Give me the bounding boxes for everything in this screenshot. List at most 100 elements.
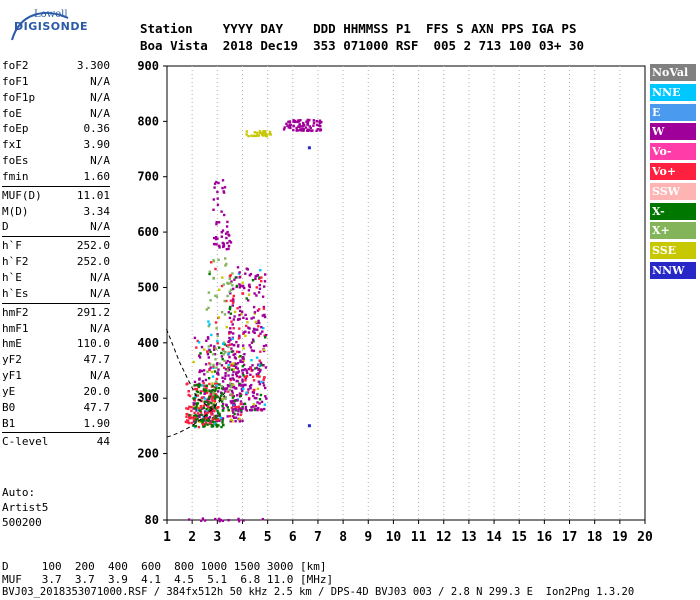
echo-point <box>250 341 254 344</box>
echo-point <box>215 377 219 381</box>
echo-point <box>240 410 243 414</box>
echo-point <box>219 416 222 419</box>
echo-point <box>261 131 265 135</box>
echo-point <box>215 425 219 428</box>
echo-point <box>260 276 263 279</box>
echo-point <box>216 342 219 345</box>
echo-point <box>196 402 200 405</box>
echo-point <box>199 390 202 393</box>
echo-point <box>246 268 249 271</box>
echo-point <box>199 406 203 409</box>
echo-point <box>241 389 244 393</box>
echo-point <box>315 119 318 123</box>
echo-point <box>224 395 227 399</box>
echo-point <box>229 299 233 302</box>
echo-point <box>224 264 227 267</box>
echo-point <box>214 421 217 424</box>
echo-point <box>257 368 260 371</box>
echo-point <box>264 130 267 133</box>
virtual-height-trace <box>166 395 226 438</box>
echo-point <box>256 387 260 390</box>
echo-point <box>236 380 239 383</box>
param-value: 47.7 <box>83 400 111 414</box>
echo-point <box>185 407 188 410</box>
echo-point <box>222 423 225 427</box>
echo-point <box>212 260 216 263</box>
echo-point <box>220 397 223 400</box>
echo-point <box>261 314 264 317</box>
param-separator <box>2 432 110 434</box>
echo-point <box>220 210 223 213</box>
echo-point <box>241 372 244 375</box>
echo-point <box>207 356 210 359</box>
echo-point <box>260 408 263 411</box>
echo-point <box>262 305 266 309</box>
echo-point <box>219 518 222 522</box>
echo-point <box>199 352 202 355</box>
echo-point <box>223 359 226 363</box>
echo-point <box>215 384 218 387</box>
echo-point <box>297 125 300 128</box>
echo-point <box>209 420 212 423</box>
echo-point <box>237 318 240 321</box>
echo-point <box>202 423 205 426</box>
echo-point <box>241 369 244 372</box>
echo-point <box>205 414 208 417</box>
legend-item-e: E <box>650 103 696 121</box>
echo-point <box>228 330 231 334</box>
param-value: 3.90 <box>83 138 111 152</box>
param-value: N/A <box>90 270 110 284</box>
echo-point <box>207 397 210 400</box>
echo-point <box>205 416 208 420</box>
param-name: yF1 <box>2 369 22 383</box>
echo-point <box>187 421 191 425</box>
echo-point <box>252 403 255 406</box>
echo-point <box>220 235 223 238</box>
echo-point <box>201 384 204 387</box>
echo-point <box>201 380 205 383</box>
param-name: hmF1 <box>2 321 29 335</box>
echo-point <box>238 313 241 317</box>
x-tick-label: 10 <box>386 530 402 545</box>
echo-point <box>212 365 215 368</box>
echo-point <box>231 301 235 304</box>
y-tick-label: 800 <box>137 114 159 128</box>
echo-point <box>248 396 251 400</box>
echo-point <box>215 366 218 369</box>
echo-point <box>204 421 208 424</box>
echo-point <box>292 119 295 122</box>
auto-artist: Artist5 <box>2 501 49 514</box>
echo-point <box>207 419 210 423</box>
echo-point <box>230 393 233 396</box>
echo-point <box>215 221 218 224</box>
echo-point <box>195 389 199 393</box>
echo-point <box>247 299 250 302</box>
echo-point <box>229 241 233 244</box>
echo-point <box>214 380 218 383</box>
echo-point <box>197 425 201 429</box>
param-name: h`E <box>2 270 22 284</box>
param-row: yE 20.0 <box>2 384 110 400</box>
echo-point <box>257 325 260 328</box>
echo-point <box>221 402 225 406</box>
echo-point <box>229 420 232 423</box>
auto-code: 500200 <box>2 516 42 529</box>
echo-point <box>232 343 236 347</box>
echo-point <box>192 414 196 418</box>
echo-point <box>197 341 201 344</box>
echo-point <box>255 397 258 400</box>
echo-point <box>212 403 216 407</box>
echo-point <box>252 388 255 392</box>
echo-point <box>205 339 208 342</box>
echo-point <box>239 375 242 378</box>
echo-point <box>208 270 211 273</box>
echo-point <box>245 297 248 300</box>
echo-point <box>231 284 234 287</box>
echo-point <box>264 134 268 137</box>
echo-point <box>264 344 268 347</box>
echo-point <box>211 384 214 388</box>
echo-point <box>211 425 215 428</box>
echo-point <box>237 410 240 413</box>
echo-point <box>206 423 209 426</box>
echo-point <box>236 362 240 365</box>
